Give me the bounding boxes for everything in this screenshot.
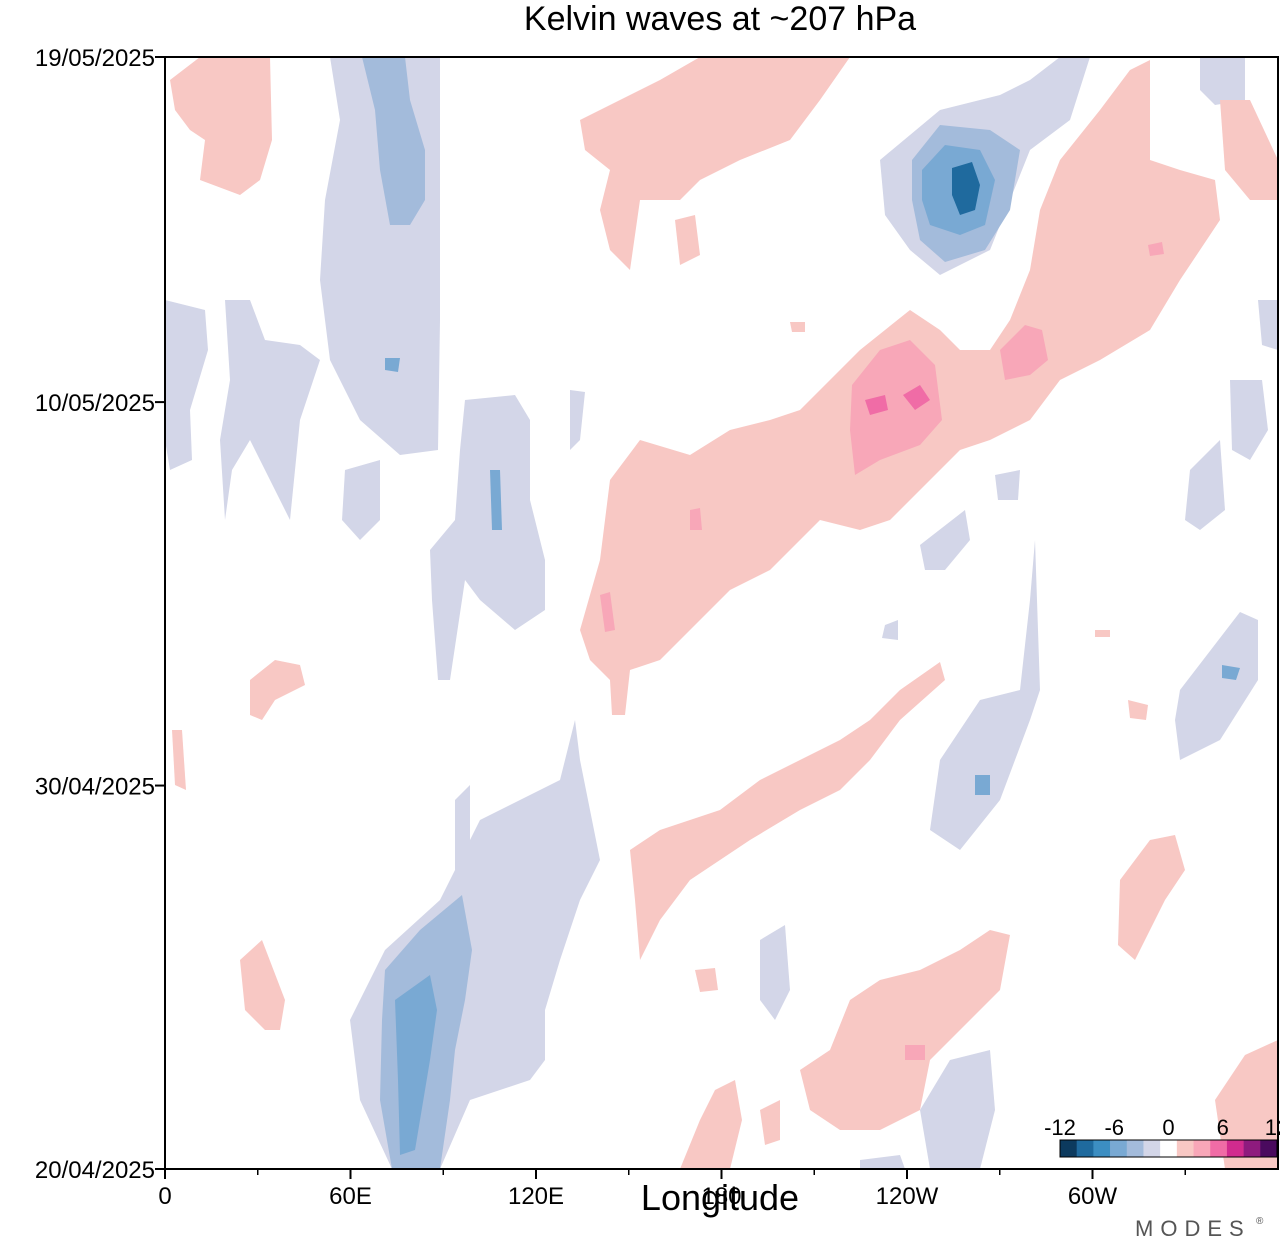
y-tick-label: 10/05/2025 — [35, 390, 155, 417]
negative-spot-1 — [490, 470, 502, 530]
colorbar-swatch — [1093, 1140, 1111, 1157]
negative-spot-2 — [1222, 665, 1240, 680]
positive-band-small-4 — [790, 322, 805, 332]
positive-band-far-southeast — [1118, 835, 1185, 960]
negative-band-east-mid — [930, 540, 1040, 850]
colorbar-swatch — [1243, 1140, 1261, 1157]
positive-band-west-edge — [172, 730, 186, 790]
positive-band-southeast — [800, 930, 1010, 1130]
colorbar-tick-label: 0 — [1162, 1115, 1174, 1140]
negative-spot-4 — [385, 358, 400, 372]
y-axis: 19/05/2025 10/05/2025 30/04/2025 20/04/2025 — [35, 45, 165, 1184]
positive-band-northwest — [170, 57, 272, 195]
x-tick-label: 0 — [158, 1183, 171, 1210]
positive-band-small-1 — [675, 215, 700, 265]
positive-core-main — [850, 340, 942, 475]
negative-band-small-2 — [995, 470, 1020, 500]
modes-logo: MODES — [1135, 1216, 1251, 1241]
x-tick-label: 60W — [1068, 1183, 1118, 1210]
positive-strong-2 — [903, 385, 930, 410]
contour-field — [165, 57, 1278, 1169]
x-tick-label: 120W — [876, 1183, 939, 1210]
colorbar-frame — [1059, 1139, 1278, 1158]
positive-band-small-3 — [1128, 700, 1148, 720]
positive-band-small-5 — [1095, 630, 1110, 637]
negative-core-north — [362, 57, 425, 225]
colorbar-swatch — [1260, 1140, 1278, 1157]
positive-band-bottom-right — [1215, 1040, 1278, 1169]
positive-core-small-4 — [1148, 242, 1164, 256]
positive-core-east — [1000, 325, 1048, 380]
negative-band-south-2 — [455, 785, 470, 870]
negative-band-center-2 — [570, 390, 585, 450]
negative-band-southeast — [1175, 612, 1258, 760]
x-axis: 0 60E 120E 180 120W 60W — [158, 1169, 1186, 1210]
positive-band-mid-south — [630, 662, 945, 960]
negative-strong-south — [395, 975, 437, 1155]
negative-band-mid — [342, 460, 380, 540]
colorbar-tick-label: -6 — [1104, 1115, 1124, 1140]
colorbar-tick-label: 12 — [1265, 1115, 1280, 1140]
colorbar-swatch — [1226, 1140, 1244, 1157]
positive-band-mid-southwest — [250, 660, 305, 720]
colorbar-swatch — [1110, 1140, 1128, 1157]
y-tick-label: 19/05/2025 — [35, 45, 155, 72]
positive-strong-1 — [865, 395, 888, 415]
colorbar-tick-label: -12 — [1044, 1115, 1076, 1140]
negative-band-bottom-mid — [760, 925, 790, 1020]
y-tick-label: 30/04/2025 — [35, 774, 155, 801]
positive-core-small-2 — [690, 508, 702, 530]
positive-core-small-3 — [905, 1045, 925, 1060]
positive-band-far-east — [1220, 100, 1278, 200]
x-axis-label: Longitude — [641, 1177, 799, 1218]
colorbar-swatch — [1193, 1140, 1211, 1157]
negative-band-bottom-right — [920, 1050, 995, 1169]
x-tick-label: 180 — [701, 1183, 741, 1210]
negative-band-center — [430, 395, 545, 680]
colorbar-swatch — [1076, 1140, 1094, 1157]
chart-title: Kelvin waves at ~207 hPa — [524, 0, 916, 38]
negative-band-far-east — [1200, 57, 1245, 105]
registered-mark: ® — [1256, 1216, 1264, 1227]
colorbar: -12 -6 0 6 12 — [1044, 1115, 1280, 1158]
colorbar-swatch — [1060, 1140, 1077, 1157]
colorbar-swatch — [1176, 1140, 1194, 1157]
negative-band-far-east-2 — [1258, 300, 1278, 350]
positive-band-bottom-2 — [760, 1100, 780, 1145]
negative-band-southeast-2 — [1185, 440, 1225, 530]
negative-band-far-east-3 — [1230, 380, 1268, 460]
positive-band-north — [580, 57, 850, 270]
colorbar-tick-label: 6 — [1217, 1115, 1229, 1140]
x-tick-label: 120E — [508, 1183, 564, 1210]
positive-band-small-2 — [695, 968, 718, 992]
positive-band-west-bottom — [240, 940, 285, 1030]
negative-band-bottom-mid-2 — [860, 1155, 905, 1169]
negative-band-small-1 — [920, 510, 970, 570]
negative-band-west-edge — [165, 300, 208, 470]
negative-band-west-mid — [220, 300, 320, 520]
colorbar-swatch — [1143, 1140, 1161, 1157]
colorbar-swatch — [1210, 1140, 1228, 1157]
colorbar-swatch — [1126, 1140, 1144, 1157]
negative-strongest-east — [952, 162, 980, 215]
positive-core-small-1 — [600, 592, 615, 632]
colorbar-swatch — [1160, 1140, 1178, 1157]
positive-band-bottom — [680, 1080, 742, 1169]
negative-spot-3 — [975, 775, 990, 795]
y-tick-label: 20/04/2025 — [35, 1157, 155, 1184]
negative-band-small-3 — [882, 620, 898, 640]
x-tick-label: 60E — [329, 1183, 372, 1210]
